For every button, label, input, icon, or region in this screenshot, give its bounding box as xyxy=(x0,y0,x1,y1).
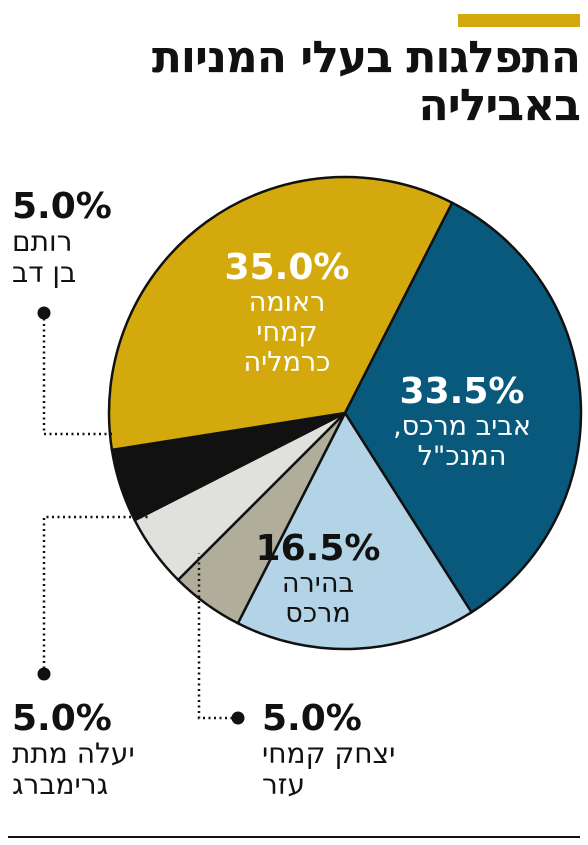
slice-0-name-line-1: אביב מרכס, xyxy=(393,411,531,442)
callout-slice-2-name-line-1: יצחק קמחי xyxy=(262,737,396,770)
slice-5-percent-label: 35.0% xyxy=(225,247,350,288)
title-accent-bar xyxy=(458,14,580,27)
pie-slice-1 xyxy=(236,411,473,651)
leader-line-slice-3 xyxy=(42,515,150,674)
pie-slice-5 xyxy=(107,175,454,452)
leader-line-slice-2 xyxy=(197,553,238,720)
callout-slice-4-percent: 5.0% xyxy=(12,186,112,227)
slice-0-name-line-2: המנכ"ל xyxy=(418,441,507,472)
slice-5-name-line-1: ראומה xyxy=(249,287,326,318)
callout-slice-3: 5.0% יעלה מתת גרימברג xyxy=(12,698,212,801)
slice-1-percent-label: 16.5% xyxy=(256,528,381,569)
bottom-rule xyxy=(8,836,580,838)
callout-slice-4-name-line-1: רותם xyxy=(12,225,73,258)
slice-1-name-line-2: מרכס xyxy=(285,598,350,629)
callout-slice-3-name-line-1: יעלה מתת xyxy=(12,737,135,770)
leader-dot-slice-3 xyxy=(37,667,51,681)
leader-line-slice-4 xyxy=(42,313,113,436)
slice-0-percent-label: 33.5% xyxy=(400,371,525,412)
callout-slice-4-name-line-2: בן דב xyxy=(12,256,77,289)
chart-title-line-1: התפלגות בעלי המניות xyxy=(151,32,581,83)
callout-leader-lines xyxy=(37,306,245,725)
slice-5-name-line-2: קמחי xyxy=(256,317,317,348)
chart-title-line-2: באביליה xyxy=(418,80,581,131)
callout-slice-2-percent: 5.0% xyxy=(262,698,362,739)
callout-slice-3-name-line-2: גרימברג xyxy=(12,768,109,801)
chart-title: התפלגות בעלי המניות באביליה xyxy=(10,32,581,131)
pie-slice-0 xyxy=(343,201,583,614)
pie-slices xyxy=(107,175,583,651)
leader-dot-slice-4 xyxy=(37,306,51,320)
callout-slice-2: 5.0% יצחק קמחי עזר xyxy=(262,698,462,801)
callout-slice-2-name-line-2: עזר xyxy=(262,768,306,801)
callout-slice-3-percent: 5.0% xyxy=(12,698,112,739)
leader-dot-slice-2 xyxy=(231,711,245,725)
slice-5-name-line-3: כרמליה xyxy=(244,347,331,378)
callout-slice-4: 5.0% רותם בן דב xyxy=(12,186,192,289)
slice-1-name-line-1: בהירה xyxy=(282,568,354,599)
